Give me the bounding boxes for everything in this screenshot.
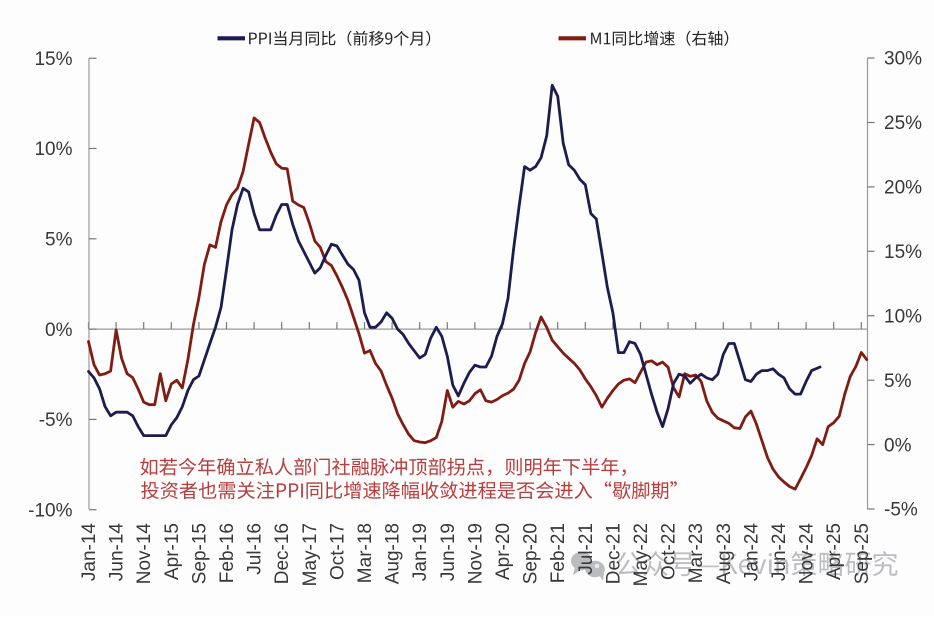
svg-text:Mar-18: Mar-18: [355, 523, 376, 583]
svg-text:Apr-15: Apr-15: [162, 523, 183, 580]
svg-text:Mar-23: Mar-23: [686, 523, 707, 583]
svg-text:Nov-14: Nov-14: [134, 523, 155, 585]
svg-text:Apr-25: Apr-25: [824, 523, 845, 580]
svg-text:Jan-19: Jan-19: [410, 523, 431, 581]
svg-text:-5%: -5%: [884, 500, 918, 521]
svg-text:0%: 0%: [884, 435, 912, 456]
svg-text:Jul-16: Jul-16: [245, 523, 266, 575]
svg-text:Aug-23: Aug-23: [714, 523, 735, 584]
svg-text:5%: 5%: [45, 230, 73, 251]
svg-text:Sep-25: Sep-25: [852, 523, 873, 584]
svg-text:Oct-17: Oct-17: [327, 523, 348, 580]
svg-text:Jan-14: Jan-14: [79, 523, 100, 582]
svg-text:20%: 20%: [884, 178, 922, 199]
svg-text:Feb-16: Feb-16: [217, 523, 238, 583]
svg-text:10%: 10%: [34, 139, 72, 160]
svg-text:Jan-24: Jan-24: [741, 523, 762, 582]
svg-text:May-17: May-17: [300, 523, 321, 586]
svg-text:25%: 25%: [884, 113, 922, 134]
svg-text:Sep-20: Sep-20: [521, 523, 542, 584]
svg-text:Nov-19: Nov-19: [465, 523, 486, 584]
svg-text:Dec-16: Dec-16: [272, 523, 293, 584]
svg-text:30%: 30%: [884, 49, 922, 70]
svg-text:Oct-22: Oct-22: [659, 523, 680, 580]
svg-text:Jun-14: Jun-14: [107, 523, 128, 582]
svg-text:-10%: -10%: [28, 500, 72, 521]
svg-text:Sep-15: Sep-15: [189, 523, 210, 584]
svg-text:10%: 10%: [884, 306, 922, 327]
svg-text:15%: 15%: [34, 49, 72, 70]
svg-text:Jun-19: Jun-19: [438, 523, 459, 581]
svg-text:May-22: May-22: [631, 523, 652, 586]
svg-text:-5%: -5%: [39, 410, 73, 431]
svg-text:Nov-24: Nov-24: [797, 523, 818, 585]
svg-text:0%: 0%: [45, 320, 73, 341]
svg-text:Feb-21: Feb-21: [548, 523, 569, 583]
svg-text:5%: 5%: [884, 371, 912, 392]
svg-text:Jun-24: Jun-24: [769, 523, 790, 582]
svg-text:Aug-18: Aug-18: [383, 523, 404, 584]
svg-text:15%: 15%: [884, 242, 922, 263]
svg-text:Apr-20: Apr-20: [493, 523, 514, 580]
svg-text:Dec-21: Dec-21: [603, 523, 624, 584]
svg-text:Jul-21: Jul-21: [576, 523, 597, 575]
